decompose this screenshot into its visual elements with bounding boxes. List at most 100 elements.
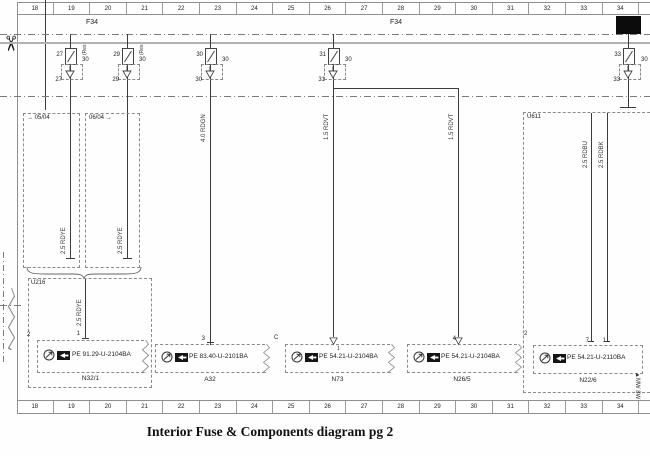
component-box-n32-1 [37, 340, 144, 373]
cut-line [45, 0, 46, 110]
wire-end-terminal [123, 258, 132, 259]
pin-terminal [82, 338, 89, 339]
fuse-out-pin-label: 29 [112, 77, 119, 83]
fuse-pin-label: 29 [113, 52, 120, 58]
component-connector-code: PE 83.40-U-2101BA [189, 353, 248, 360]
component-name: N73 [331, 376, 344, 383]
fuse-output-connector-box [61, 64, 83, 80]
pointer-hand-icon [427, 353, 440, 362]
pointer-hand-icon [305, 353, 318, 362]
fuse-feed-stub [70, 34, 71, 48]
fuse-note: (Res [82, 44, 88, 55]
fuse-pin-label: 33 [614, 52, 621, 58]
fuse-terminal-label: 30 [82, 57, 89, 63]
fuse-icon [122, 48, 134, 65]
fuse-feed-stub [333, 34, 334, 48]
ruler-cell: 27 [346, 3, 383, 14]
fuse-terminal-label: 30 [345, 57, 352, 63]
ruler-cell: 28 [383, 3, 420, 14]
continuation-label: → 05/04 [27, 115, 50, 122]
harness-box-label: U611 [527, 114, 541, 120]
connector-arrow-icon [623, 66, 633, 79]
ruler-cell: 20 [90, 401, 127, 413]
wire-u611-a [591, 113, 592, 341]
ruler-cell: 30 [456, 3, 493, 14]
harness-box-u216 [28, 278, 152, 388]
pin-terminal [588, 341, 594, 342]
component-pin-number: 1 [76, 331, 80, 337]
wire-label: 2.5 RDYE [77, 299, 83, 326]
connector-view-icon [291, 351, 303, 363]
ruler-cell: 29 [420, 3, 457, 14]
zigzag-break-icon [388, 344, 395, 373]
component-connector-code: PE 54.21-U-2104BA [441, 353, 500, 360]
harness-box-label: U216 [31, 280, 46, 286]
ruler-cell: 31 [493, 3, 530, 14]
top-ruler: 18 19 20 21 22 23 24 25 26 27 28 29 30 3… [17, 2, 650, 15]
ruler-cell: 28 [383, 401, 420, 413]
fuse-out-pin-label: 27 [55, 77, 62, 83]
connector-view-icon [539, 352, 551, 364]
ruler-cell: 35 [639, 3, 650, 14]
component-pin-number: 7 [581, 338, 589, 345]
zigzag-break-icon [263, 344, 270, 373]
ruler-cell: 29 [420, 401, 457, 413]
fuse-note: (Res [139, 44, 145, 55]
wire-branch-horizontal [333, 88, 458, 89]
connector-arrow-icon [65, 66, 75, 79]
continuation-arrow-icon: → [105, 115, 112, 121]
pointer-hand-icon [175, 353, 188, 362]
wire-label: 1.5 RDVT [449, 113, 455, 140]
component-corner-pin: 2 [27, 332, 31, 338]
fuse-terminal-label: 30 [222, 57, 229, 63]
continuation-box-06-04 [85, 113, 140, 268]
fusebox-label-left: F34 [86, 19, 99, 26]
wire-end-terminal [620, 107, 636, 108]
component-name: A32 [204, 376, 216, 383]
zigzag-break-icon [8, 288, 15, 350]
wire-label: 1.5 RDVT [324, 113, 330, 140]
connector-view-icon [43, 349, 55, 361]
ruler-cell: 26 [310, 3, 347, 14]
fusebox-label-right: F34 [390, 19, 403, 26]
harness-box-u611 [523, 112, 650, 393]
partial-box-line [0, 305, 22, 306]
partial-box-left-edge [3, 252, 4, 364]
component-box-n73 [285, 344, 390, 373]
continuation-ref: 05/04 [34, 115, 50, 121]
fuse-icon [328, 48, 340, 65]
wire-end-terminal [66, 258, 75, 259]
connector-arrow-icon [205, 66, 215, 79]
page-title: Interior Fuse & Components diagram pg 2 [146, 424, 394, 439]
ruler-cell: 34 [603, 401, 640, 413]
component-box-a32 [155, 344, 265, 373]
fuse-output-connector-box [201, 64, 223, 80]
fuse-feed-stub [628, 34, 629, 48]
component-connector-code: PE 54.21-U-2110BA [567, 354, 626, 361]
ruler-cell: 27 [346, 401, 383, 413]
pin-terminal [604, 341, 610, 342]
wire-f27 [70, 80, 71, 258]
wire-f29 [127, 80, 128, 258]
fuse-terminal-label: 30 [139, 57, 146, 63]
wire-label: 2.5 RDBU [583, 140, 589, 168]
component-name: N26/5 [453, 376, 471, 383]
fuse-out-pin-label: 31 [318, 77, 325, 83]
component-pin-number: 4 [452, 336, 456, 342]
black-marker [616, 16, 641, 34]
ruler-cell: 19 [54, 401, 91, 413]
fuse-icon [65, 48, 77, 65]
ruler-cell: 34 [603, 3, 640, 14]
ruler-cell: 23 [200, 3, 237, 14]
wire-branch-vertical [458, 88, 459, 337]
ruler-cell: 21 [127, 3, 164, 14]
zigzag-break-icon [515, 344, 522, 373]
wire-label: 2.5 RDBK [599, 141, 605, 168]
ruler-cell: 25 [273, 3, 310, 14]
connector-arrow-icon [122, 66, 132, 79]
ruler-cell: 35 [639, 401, 650, 413]
ruler-cell: 24 [237, 401, 274, 413]
connector-view-icon [413, 351, 425, 363]
wire-f31 [333, 80, 334, 337]
